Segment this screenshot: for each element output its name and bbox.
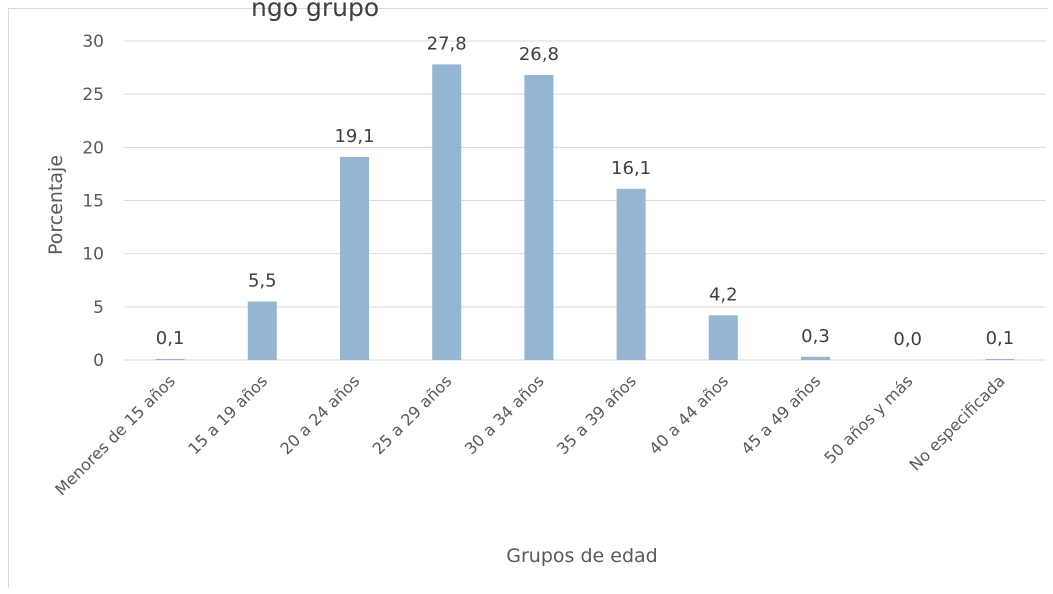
- x-category-label: No especificada: [906, 371, 1009, 474]
- data-label: 0,1: [156, 328, 185, 349]
- x-category-label: 30 a 34 años: [461, 371, 548, 458]
- data-label: 26,8: [519, 44, 559, 65]
- y-tick-label: 10: [82, 245, 104, 265]
- x-category-label: 50 años y más: [820, 371, 916, 467]
- bar: [616, 188, 646, 360]
- bar: [432, 64, 462, 360]
- bar: [985, 358, 1015, 360]
- y-tick-label: 30: [82, 32, 104, 52]
- x-category-label: 45 a 49 años: [737, 371, 824, 458]
- x-category-label: 20 a 24 años: [276, 371, 363, 458]
- chart-frame: ngo grupo: [8, 0, 1048, 588]
- bar: [340, 156, 369, 360]
- y-tick-label: 0: [93, 351, 104, 371]
- data-label: 19,1: [334, 126, 374, 147]
- data-label: 0,1: [986, 328, 1015, 349]
- y-tick-label: 20: [82, 138, 104, 158]
- data-label: 5,5: [248, 271, 277, 292]
- y-tick-label: 15: [82, 192, 104, 212]
- data-label: 0,0: [893, 329, 922, 350]
- chart-title-fragment: ngo grupo: [251, 0, 380, 22]
- data-label: 27,8: [427, 33, 467, 54]
- x-category-label: 40 a 44 años: [645, 371, 732, 458]
- data-labels: 0,1 5,5 19,1 27,8 26,8 16,1 4,2 0,3 0,0 0,1: [156, 33, 1014, 350]
- bar: [155, 358, 185, 360]
- y-axis-title: Porcentaje: [45, 155, 67, 255]
- x-axis-title: Grupos de edad: [506, 545, 657, 567]
- bar: [801, 356, 830, 360]
- gridlines: [124, 40, 1046, 361]
- x-axis-categories: Menores de 15 años 15 a 19 años 20 a 24 añ…: [51, 371, 1009, 499]
- bar: [524, 75, 554, 360]
- x-category-label: 25 a 29 años: [369, 371, 456, 458]
- y-tick-label: 25: [82, 85, 104, 105]
- x-category-label: Menores de 15 años: [51, 371, 179, 499]
- bars: [155, 64, 1015, 360]
- bar: [708, 315, 738, 360]
- x-category-label: 15 a 19 años: [184, 371, 271, 458]
- bar: [247, 301, 277, 360]
- data-label: 0,3: [801, 326, 830, 347]
- y-tick-label: 5: [93, 298, 104, 318]
- data-label: 4,2: [709, 284, 738, 305]
- y-axis-ticks: 0 5 10 15 20 25 30: [82, 32, 104, 371]
- x-category-label: 35 a 39 años: [553, 371, 640, 458]
- data-label: 16,1: [611, 158, 651, 179]
